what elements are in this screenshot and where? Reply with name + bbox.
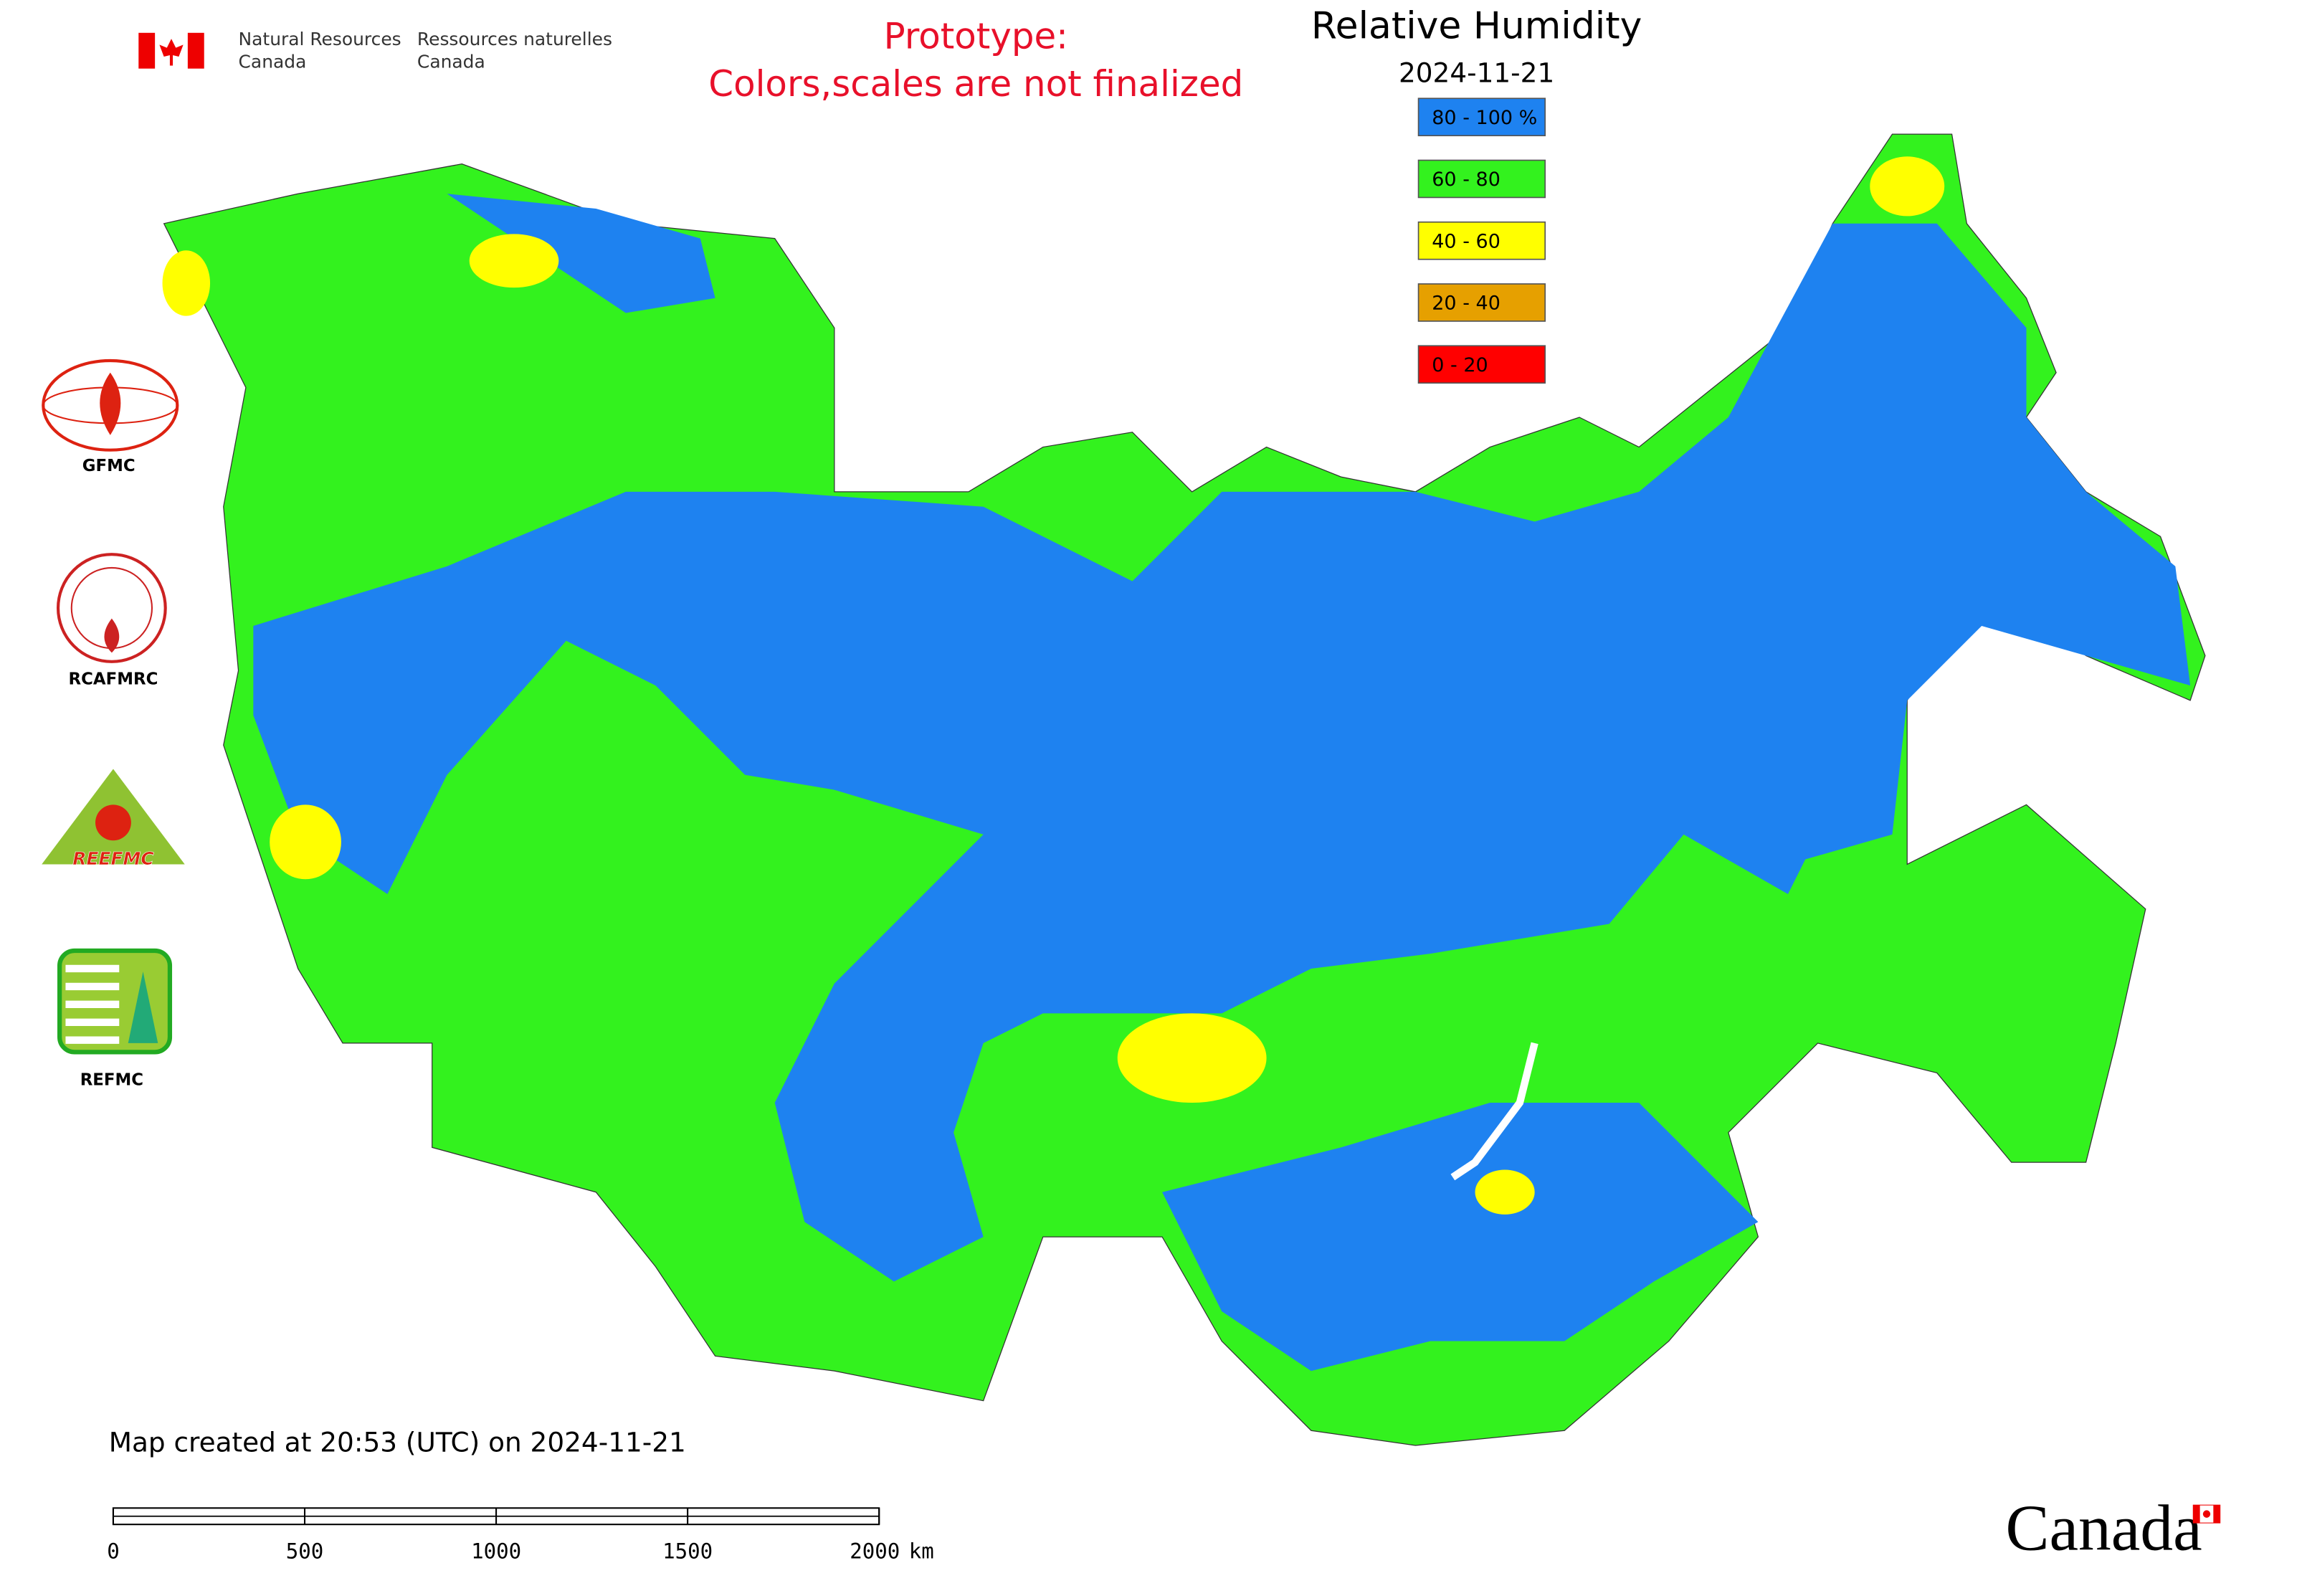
title: Relative Humidity bbox=[1311, 5, 1642, 48]
logo bbox=[42, 769, 185, 865]
humid-region bbox=[447, 194, 715, 313]
legend-label: 80 - 100 % bbox=[1432, 107, 1537, 129]
dry-region bbox=[270, 804, 341, 880]
legend-swatch bbox=[1417, 98, 1546, 137]
logo bbox=[42, 358, 179, 452]
legend: 80 - 100 % 60 - 80 40 - 60 20 - 40 0 - 20 bbox=[1417, 98, 1546, 384]
logo-label: RCAFMRC bbox=[69, 670, 158, 688]
dry-region bbox=[1475, 1169, 1535, 1215]
scale-label: 1500 bbox=[662, 1539, 713, 1564]
map bbox=[162, 133, 2206, 1446]
footer: Map created at 20:53 (UTC) on 2024-11-21 bbox=[109, 1426, 686, 1458]
legend-label: 20 - 40 bbox=[1432, 293, 1500, 315]
dry-region bbox=[469, 234, 559, 288]
agency-fr: Ressources naturelles bbox=[417, 29, 612, 49]
wordmark-flag bbox=[2192, 1504, 2221, 1524]
legend-swatch bbox=[1417, 159, 1546, 199]
agency-en: Natural Resources bbox=[239, 29, 401, 49]
humid-region bbox=[253, 223, 2191, 1282]
agency-en: Canada bbox=[239, 51, 307, 72]
scale-label: 500 bbox=[286, 1539, 324, 1564]
scale-label: 2000 bbox=[850, 1539, 900, 1564]
flag bbox=[138, 32, 204, 69]
logo-label: REFMC bbox=[80, 1070, 143, 1089]
lake bbox=[1450, 1042, 1538, 1181]
scale-label: 0 bbox=[107, 1539, 120, 1564]
dry-region bbox=[1117, 1013, 1267, 1103]
dry-region bbox=[162, 250, 211, 316]
legend-swatch bbox=[1417, 283, 1546, 322]
wordmark: Canada bbox=[2005, 1492, 2202, 1564]
agency-fr: Canada bbox=[417, 51, 485, 72]
scale-label: 1000 bbox=[471, 1539, 521, 1564]
logo-label: GFMC bbox=[82, 457, 135, 475]
legend-label: 40 - 60 bbox=[1432, 230, 1500, 252]
humid-region bbox=[1162, 1103, 1759, 1372]
scale-unit: km bbox=[909, 1539, 934, 1564]
legend-swatch bbox=[1417, 221, 1546, 260]
scale-bar: 0 500 1000 1500 2000 km bbox=[107, 1507, 934, 1564]
legend-swatch bbox=[1417, 345, 1546, 384]
legend-label: 0 - 20 bbox=[1432, 354, 1488, 376]
dry-region bbox=[1870, 156, 1945, 217]
date: 2024-11-21 bbox=[1399, 57, 1554, 88]
logo-label: REEFMC bbox=[72, 848, 154, 869]
legend-label: 60 - 80 bbox=[1432, 168, 1500, 191]
notice: Prototype: bbox=[884, 16, 1068, 57]
logo bbox=[57, 948, 173, 1055]
notice: Colors,scales are not finalized bbox=[708, 63, 1243, 105]
logo bbox=[56, 553, 167, 663]
